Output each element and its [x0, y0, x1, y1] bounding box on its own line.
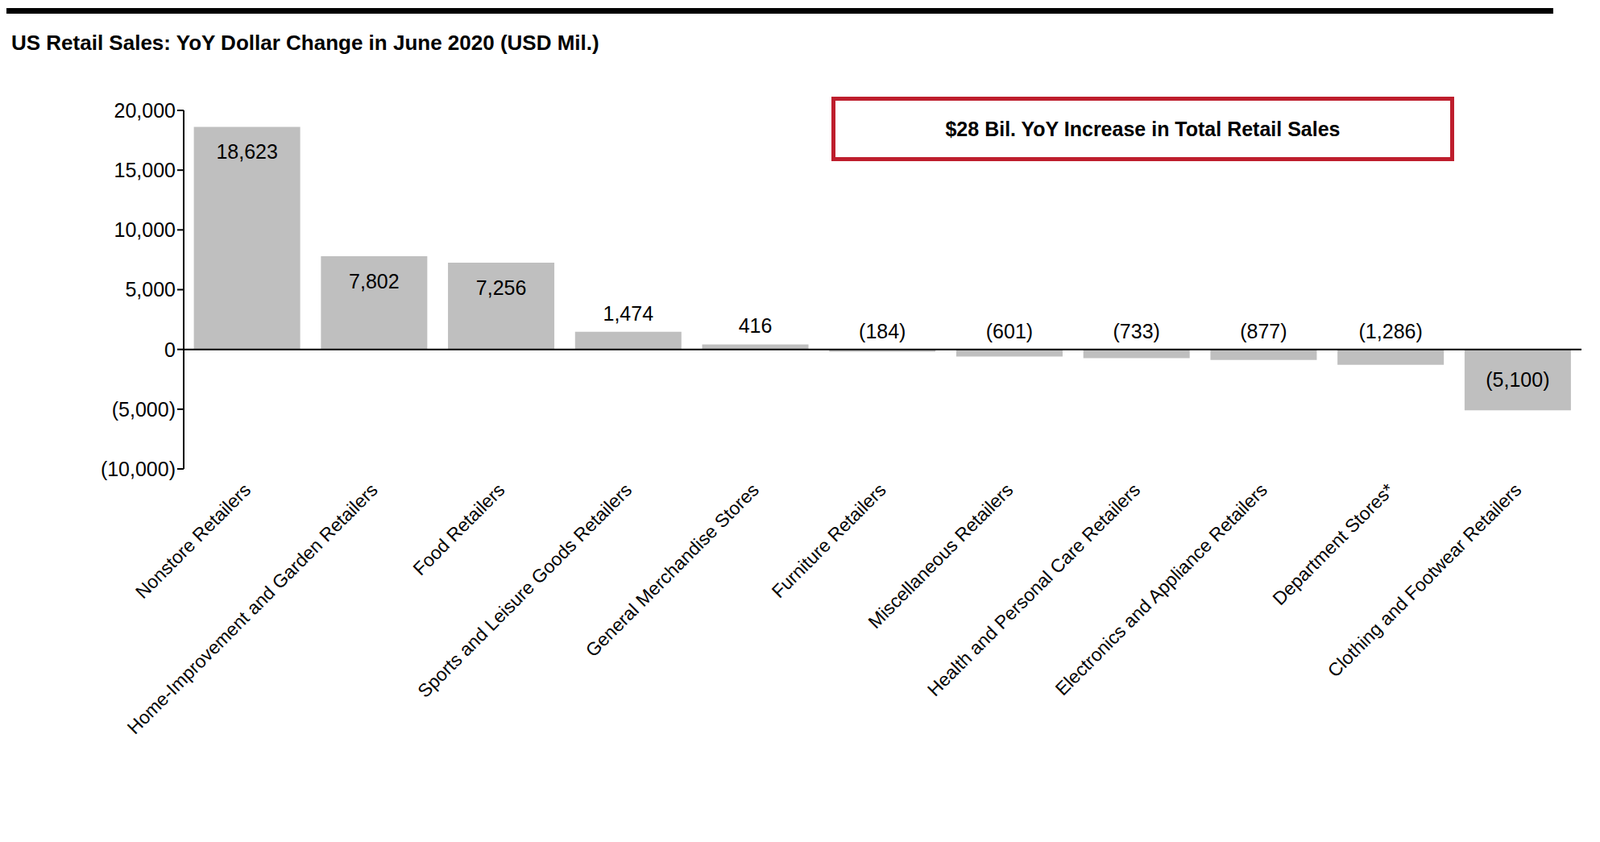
svg-text:(5,100): (5,100) — [1485, 368, 1550, 391]
html-text:$28 Bil. YoY Increase in Total: $28 Bil. YoY Increase in Total Retail Sa… — [945, 117, 1341, 140]
svg-text:Clothing and Footwear Retailer: Clothing and Footwear Retailers — [1323, 479, 1526, 682]
svg-text:10,000: 10,000 — [114, 218, 176, 241]
svg-text:Furniture Retailers: Furniture Retailers — [767, 479, 891, 602]
svg-text:(10,000): (10,000) — [100, 457, 176, 481]
svg-text:Miscellaneous Retailers: Miscellaneous Retailers — [863, 479, 1017, 633]
svg-text:18,623: 18,623 — [215, 140, 278, 163]
svg-text:1,474: 1,474 — [603, 302, 655, 325]
svg-text:Home-Improvement and Garden Re: Home-Improvement and Garden Retailers — [123, 479, 382, 738]
svg-text:Department Stores*: Department Stores* — [1268, 479, 1398, 610]
svg-text:(1,286): (1,286) — [1359, 319, 1423, 343]
svg-text:Nonstore Retailers: Nonstore Retailers — [131, 479, 255, 603]
svg-text:(733): (733) — [1113, 319, 1161, 343]
svg-text:Electronics and Appliance Reta: Electronics and Appliance Retailers — [1051, 479, 1272, 700]
svg-text:Health and Personal Care Retai: Health and Personal Care Retailers — [923, 479, 1145, 701]
svg-text:7,802: 7,802 — [348, 269, 400, 293]
svg-text:(5,000): (5,000) — [111, 397, 176, 421]
svg-text:Sports and Leisure Goods Retai: Sports and Leisure Goods Retailers — [413, 479, 636, 702]
svg-text:15,000: 15,000 — [114, 158, 176, 182]
svg-text:(184): (184) — [858, 319, 906, 343]
svg-text:20,000: 20,000 — [114, 99, 176, 122]
svg-text:General Merchandise Stores: General Merchandise Stores — [581, 479, 763, 661]
svg-text:(877): (877) — [1239, 319, 1287, 343]
svg-text:416: 416 — [738, 314, 773, 337]
svg-text:0: 0 — [164, 338, 176, 361]
svg-text:(601): (601) — [986, 319, 1033, 343]
html-text:US Retail Sales: YoY Dollar Ch: US Retail Sales: YoY Dollar Change in Ju… — [11, 30, 600, 55]
svg-text:7,256: 7,256 — [476, 276, 527, 299]
svg-text:Food Retailers: Food Retailers — [408, 479, 509, 580]
svg-text:5,000: 5,000 — [124, 277, 176, 301]
